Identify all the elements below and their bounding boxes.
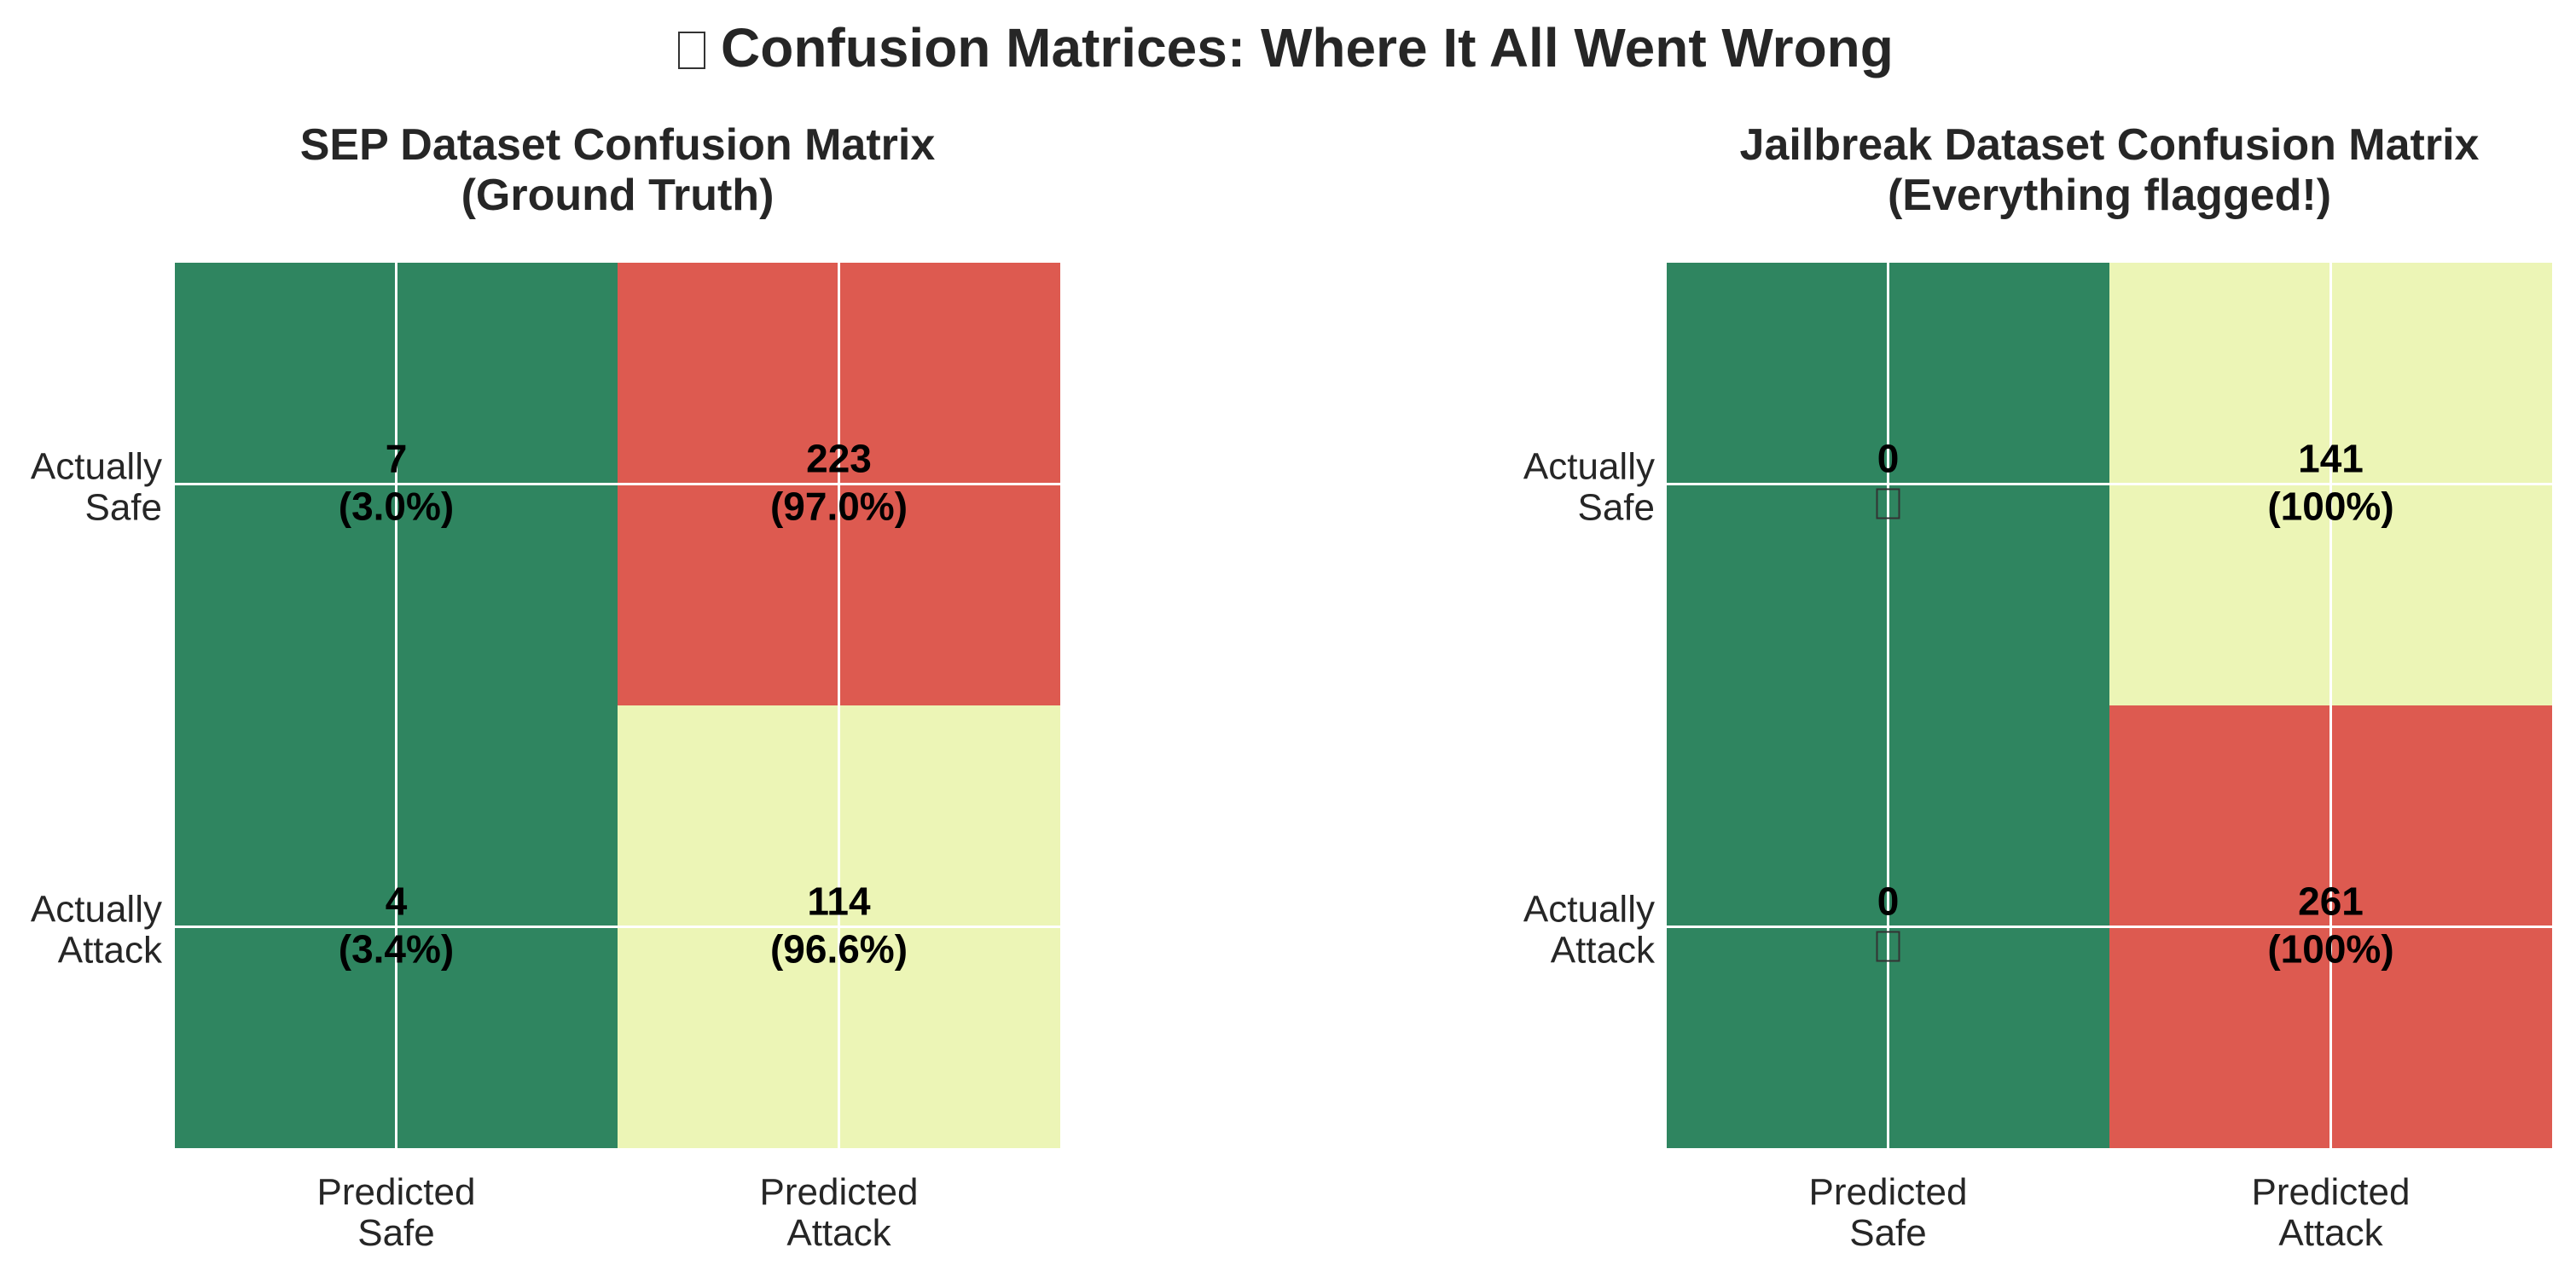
cell-percent-label: (97.0%)	[770, 485, 908, 529]
panel-title-line-2: (Ground Truth)	[461, 171, 775, 220]
missing-glyph-icon	[1876, 931, 1900, 962]
cell-count-label: 223	[806, 437, 872, 481]
row-label-line-1: Actually	[31, 889, 162, 931]
row-label-line-1: Actually	[1523, 446, 1655, 488]
cell-count-label: 261	[2298, 879, 2364, 924]
cell-count-label: 141	[2298, 437, 2364, 481]
column-label-line-2: Attack	[2278, 1212, 2383, 1254]
figure-title: Confusion Matrices: Where It All Went Wr…	[678, 17, 1894, 78]
column-label-line-1: Predicted	[317, 1171, 476, 1213]
cell-count-label: 0	[1877, 437, 1900, 481]
cell-percent-label: (100%)	[2267, 485, 2393, 529]
cell-count-label: 4	[386, 879, 408, 924]
row-label-line-2: Safe	[1577, 487, 1655, 529]
row-label-line-2: Attack	[58, 930, 163, 972]
cell-percent-label: (3.4%)	[339, 927, 454, 972]
column-label-line-1: Predicted	[2252, 1171, 2411, 1213]
missing-glyph-icon	[678, 32, 705, 69]
panel-title-line-1: Jailbreak Dataset Confusion Matrix	[1740, 120, 2480, 170]
figure-title-text: Confusion Matrices: Where It All Went Wr…	[721, 17, 1894, 78]
panel-title-line-2: (Everything flagged!)	[1888, 171, 2331, 220]
missing-glyph-icon	[1876, 488, 1900, 519]
column-label-line-2: Safe	[357, 1212, 435, 1254]
cell-count-label: 0	[1877, 879, 1900, 924]
row-label-line-1: Actually	[1523, 889, 1655, 931]
row-label-line-1: Actually	[31, 446, 162, 488]
column-label-line-2: Attack	[786, 1212, 891, 1254]
cell-percent-label: (100%)	[2267, 927, 2393, 972]
cell-percent-label: (96.6%)	[770, 927, 908, 972]
panel-title-line-1: SEP Dataset Confusion Matrix	[300, 120, 936, 170]
column-label-line-1: Predicted	[760, 1171, 919, 1213]
row-label-line-2: Attack	[1551, 930, 1656, 972]
jailbreak-confusion-matrix-panel: Jailbreak Dataset Confusion Matrix(Every…	[1523, 120, 2552, 1254]
sep-confusion-matrix-panel: SEP Dataset Confusion Matrix(Ground Trut…	[31, 120, 1060, 1254]
column-label-line-2: Safe	[1849, 1212, 1927, 1254]
cell-count-label: 7	[386, 437, 408, 481]
cell-count-label: 114	[807, 879, 871, 924]
column-label-line-1: Predicted	[1809, 1171, 1968, 1213]
row-label-line-2: Safe	[84, 487, 162, 529]
cell-percent-label: (3.0%)	[339, 485, 454, 529]
